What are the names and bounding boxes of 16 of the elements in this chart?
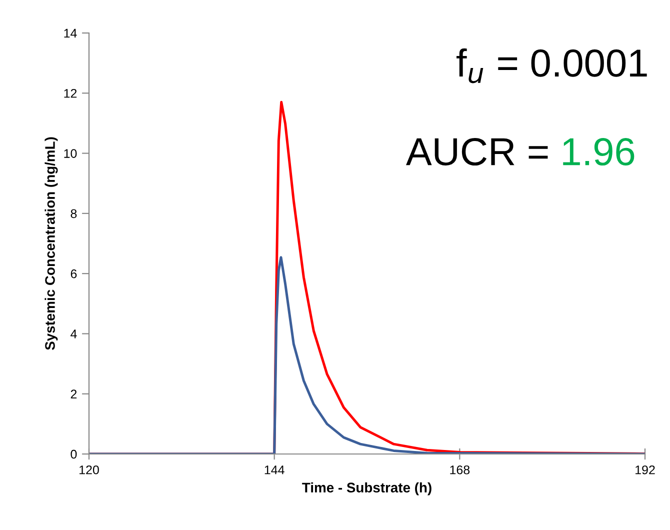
- y-tick-label: 6: [70, 269, 77, 278]
- y-tick-label: 8: [70, 209, 77, 218]
- y-axis-title: Systemic Concentration (ng/mL): [44, 137, 58, 350]
- x-tick-label: 168: [450, 465, 470, 474]
- x-tick-label: 192: [636, 465, 655, 474]
- x-tick-label: 120: [80, 465, 99, 474]
- x-axis-title: Time - Substrate (h): [302, 482, 432, 496]
- y-tick-label: 4: [70, 330, 77, 338]
- y-tick-label: 12: [64, 88, 77, 98]
- y-tick-label: 0: [70, 450, 77, 459]
- annotation: f$_{u}$ = 0.0001: [456, 48, 647, 84]
- annotation: AUCR = 1.96: [406, 138, 634, 166]
- x-tick-label: 144: [264, 466, 284, 474]
- y-tick-label: 10: [64, 149, 77, 158]
- y-tick-label: 2: [70, 390, 77, 398]
- y-tick-label: 14: [64, 28, 77, 38]
